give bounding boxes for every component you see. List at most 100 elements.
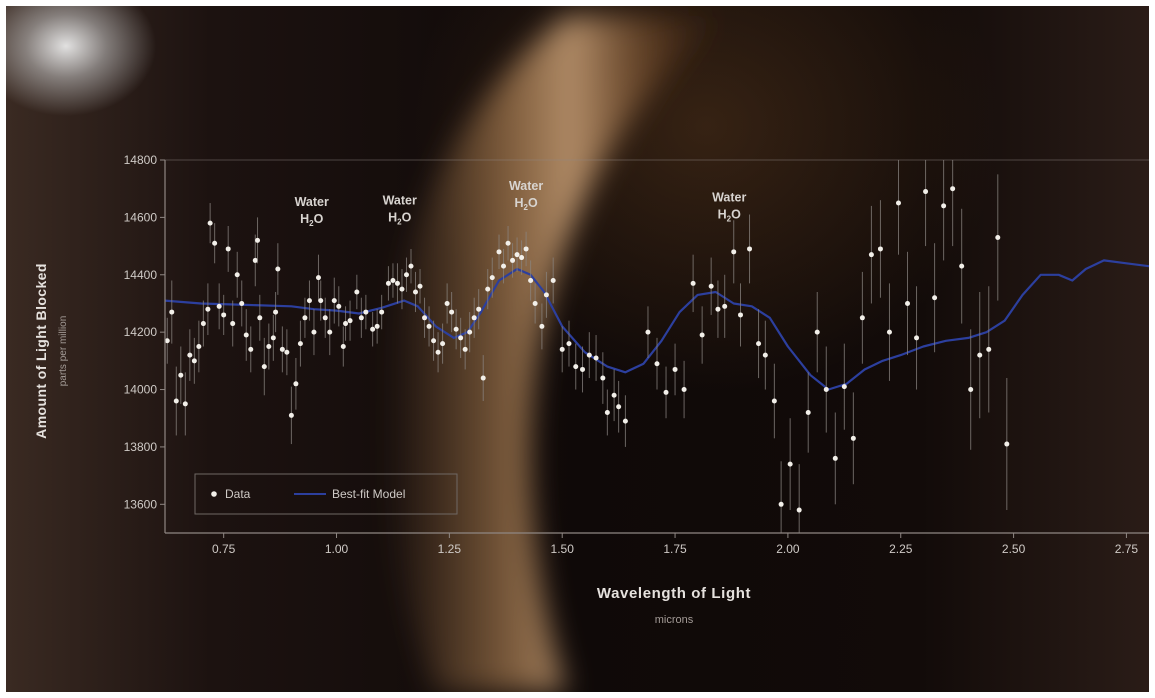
data-point — [731, 249, 737, 255]
x-tick-label: 1.50 — [551, 542, 575, 556]
data-point — [823, 387, 829, 393]
data-point — [501, 263, 507, 269]
data-point — [690, 280, 696, 286]
data-point — [611, 392, 617, 398]
data-point — [959, 263, 965, 269]
data-point — [403, 272, 409, 278]
data-point — [374, 323, 380, 329]
data-point — [413, 289, 419, 295]
data-point — [616, 404, 622, 410]
data-point — [248, 346, 254, 352]
data-point — [270, 335, 276, 341]
data-point — [654, 361, 660, 367]
data-point — [850, 435, 856, 441]
axes: 13600 13800 14000 14200 14400 14600 14800 0.75 1… — [124, 153, 1149, 556]
data-point — [932, 295, 938, 301]
data-point — [796, 507, 802, 513]
y-tick-label: 14600 — [124, 210, 158, 224]
data-point — [212, 240, 218, 246]
data-point — [187, 352, 193, 358]
data-point — [580, 366, 586, 372]
y-tick-label: 14800 — [124, 153, 158, 167]
y-tick-label: 13600 — [124, 497, 158, 511]
x-tick-label: 0.75 — [212, 542, 236, 556]
data-point — [886, 329, 892, 335]
data-point — [543, 292, 549, 298]
data-point — [514, 252, 520, 258]
water-annotation-label: Water — [383, 193, 417, 207]
data-point — [327, 329, 333, 335]
data-point — [390, 278, 396, 284]
data-point — [216, 303, 222, 309]
data-point — [311, 329, 317, 335]
data-point — [663, 389, 669, 395]
data-point — [164, 338, 170, 344]
data-point — [449, 309, 455, 315]
data-point — [699, 332, 705, 338]
data-point — [178, 372, 184, 378]
data-point — [336, 303, 342, 309]
data-point — [173, 398, 179, 404]
data-point — [905, 300, 911, 306]
data-point — [532, 300, 538, 306]
data-point — [440, 341, 446, 347]
data-point — [225, 246, 231, 252]
data-point — [408, 263, 414, 269]
x-tick-label: 1.25 — [438, 542, 462, 556]
water-annotation-label: Water — [295, 195, 329, 209]
legend-model-label: Best-fit Model — [332, 487, 405, 501]
y-tick-label: 14000 — [124, 383, 158, 397]
data-point — [868, 252, 874, 258]
data-point — [528, 278, 534, 284]
data-point — [950, 186, 956, 192]
data-point — [306, 298, 312, 304]
y-tick-label: 13800 — [124, 440, 158, 454]
legend-data-label: Data — [225, 487, 251, 501]
data-point — [968, 387, 974, 393]
data-point — [284, 349, 290, 355]
plot-area — [164, 160, 1149, 533]
data-point — [379, 309, 385, 315]
x-tick-label: 2.75 — [1115, 542, 1139, 556]
y-axis-unit: parts per million — [58, 316, 69, 387]
data-point — [510, 257, 516, 263]
data-point — [205, 306, 211, 312]
x-tick-label: 2.25 — [889, 542, 913, 556]
water-annotation-label: Water — [509, 179, 543, 193]
data-point — [169, 309, 175, 315]
planet-glow — [385, 16, 726, 692]
data-point — [859, 315, 865, 321]
data-point — [288, 412, 294, 418]
data-point — [358, 315, 364, 321]
data-point — [273, 309, 279, 315]
data-point — [762, 352, 768, 358]
data-point — [252, 257, 258, 263]
data-point — [622, 418, 628, 424]
x-axis-unit: microns — [655, 614, 694, 626]
water-annotation-formula: H2O — [718, 208, 741, 224]
data-point — [523, 246, 529, 252]
best-fit-model-line — [164, 259, 1149, 391]
data-point — [435, 349, 441, 355]
data-point — [496, 249, 502, 255]
data-point — [505, 240, 511, 246]
data-point — [261, 364, 267, 370]
data-point — [467, 329, 473, 335]
data-point — [573, 364, 579, 370]
data-point — [293, 381, 299, 387]
data-point — [257, 315, 263, 321]
data-point — [230, 321, 236, 327]
data-point — [354, 289, 360, 295]
data-point — [453, 326, 459, 332]
legend: Data Best-fit Model — [194, 473, 458, 515]
data-point — [315, 275, 321, 281]
data-point — [832, 455, 838, 461]
data-point — [895, 200, 901, 206]
data-point — [841, 384, 847, 390]
x-tick-label: 2.50 — [1002, 542, 1026, 556]
data-point — [1004, 441, 1010, 447]
data-point — [995, 234, 1001, 240]
data-point — [708, 283, 714, 289]
data-point — [476, 306, 482, 312]
y-axis-title: Amount of Light Blocked — [33, 263, 49, 439]
